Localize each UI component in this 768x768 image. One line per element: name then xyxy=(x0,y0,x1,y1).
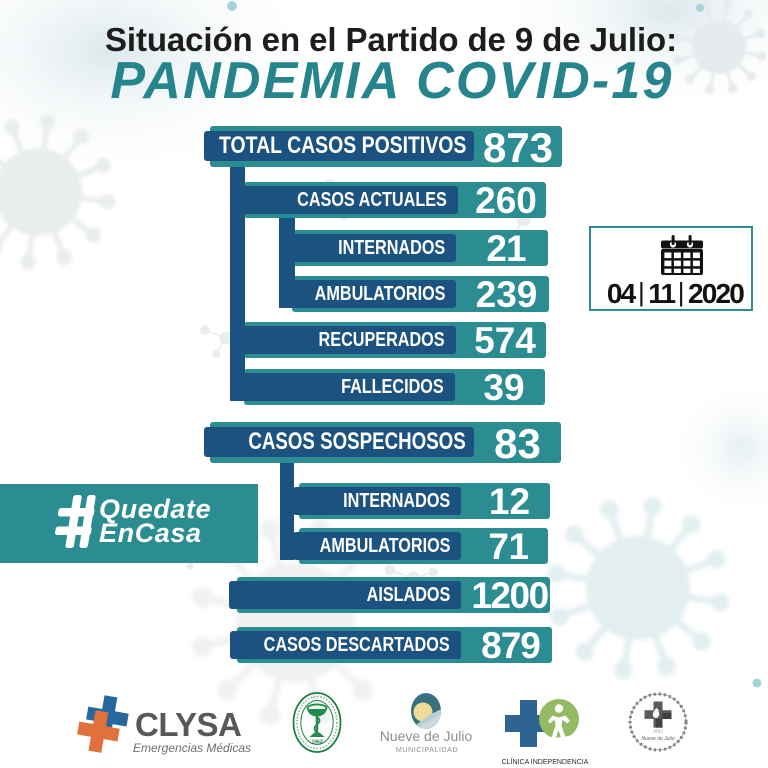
svg-text:MUNICIPALIDAD: MUNICIPALIDAD xyxy=(396,745,458,754)
svg-text:Nueve de Julio: Nueve de Julio xyxy=(380,728,473,744)
svg-text:1963: 1963 xyxy=(311,740,322,746)
svg-text:CLYSA: CLYSA xyxy=(135,706,241,743)
svg-text:CLÍNICA INDEPENDENCIA: CLÍNICA INDEPENDENCIA xyxy=(502,757,589,766)
svg-text:ACLI: ACLI xyxy=(653,729,662,734)
svg-text:Nueve de Julio: Nueve de Julio xyxy=(641,736,674,742)
svg-text:Emergencias Médicas: Emergencias Médicas xyxy=(133,741,251,755)
